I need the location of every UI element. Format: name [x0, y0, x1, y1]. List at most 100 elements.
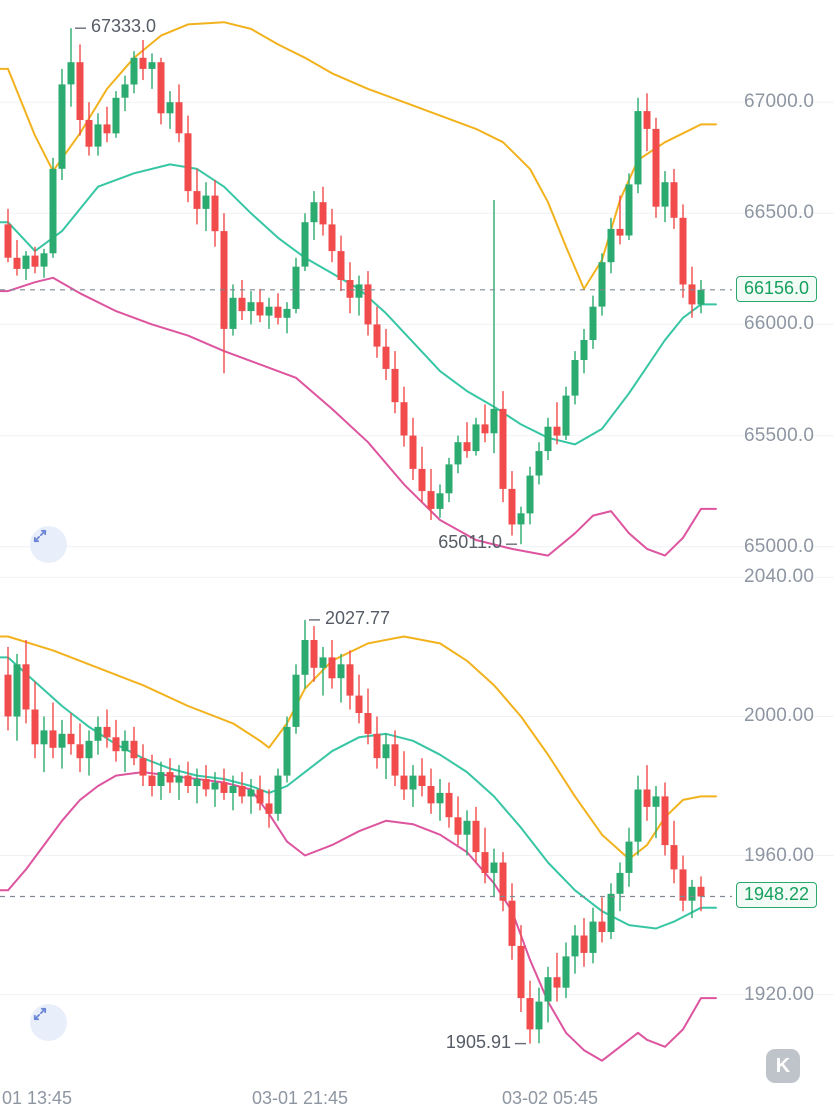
candle-body: [580, 340, 588, 360]
candle-body: [688, 284, 696, 305]
time-axis-label: 03-02 05:45: [501, 1088, 599, 1108]
y-axis-label: 2040.00: [744, 566, 815, 588]
candle-body: [49, 730, 57, 748]
candle-body: [139, 758, 147, 776]
candle-body: [589, 921, 597, 953]
candle-body: [517, 513, 525, 525]
candle-body: [76, 62, 84, 120]
candle-body: [625, 184, 633, 236]
candle-body: [688, 886, 696, 901]
candle-body: [94, 124, 102, 147]
candle-body: [4, 674, 12, 717]
candle-body: [301, 222, 309, 267]
candle-body: [670, 182, 678, 218]
candle-body: [436, 493, 444, 509]
candle-body: [373, 324, 381, 347]
candle-body: [517, 945, 525, 999]
candle-body: [292, 674, 300, 727]
candle-body: [598, 921, 606, 932]
candle-body: [643, 789, 651, 807]
candle-body: [31, 255, 39, 267]
candle-body: [4, 224, 12, 258]
candle-body: [274, 775, 282, 814]
candle-body: [490, 862, 498, 873]
candle-body: [31, 709, 39, 745]
candle-body: [265, 803, 273, 814]
candle-body: [607, 228, 615, 263]
candle-body: [58, 84, 66, 169]
candle-body: [616, 228, 624, 236]
candle-body: [337, 664, 345, 679]
candle-body: [508, 900, 516, 946]
candle-body: [130, 57, 138, 85]
candle-body: [562, 395, 570, 436]
candle-body: [202, 195, 210, 209]
candle-body: [382, 744, 390, 759]
candle-body: [535, 451, 543, 476]
candle-body: [409, 775, 417, 790]
candle-body: [220, 782, 228, 793]
candle-body: [283, 308, 291, 318]
time-axis-label: 03-01 21:45: [251, 1088, 349, 1108]
candle-body: [499, 408, 507, 489]
candle-body: [283, 726, 291, 776]
candle-body: [193, 191, 201, 209]
expand-chart-button[interactable]: [30, 1004, 67, 1041]
candle-body: [76, 744, 84, 759]
candle-body: [121, 740, 129, 752]
candle-body: [175, 102, 183, 134]
candle-body: [13, 257, 21, 269]
low-price-label: 65011.0: [438, 532, 502, 553]
candle-body: [319, 202, 327, 225]
y-axis-label: 2000.00: [744, 705, 815, 727]
candle-body: [418, 468, 426, 492]
candle-body: [499, 862, 507, 901]
candle-body: [229, 786, 237, 793]
candle-body: [508, 488, 516, 525]
time-axis-label: 01 13:45: [1, 1088, 73, 1108]
candle-body: [238, 786, 246, 797]
candle-body: [463, 820, 471, 835]
candle-body: [652, 128, 660, 207]
candle-body: [112, 97, 120, 134]
expand-chart-button[interactable]: [30, 526, 67, 563]
current-price-badge: 1948.22: [736, 882, 818, 909]
candle-body: [382, 346, 390, 369]
candle-body: [427, 786, 435, 804]
candle-body: [256, 789, 264, 804]
candle-body: [400, 775, 408, 790]
candle-body: [526, 475, 534, 514]
candle-body: [139, 57, 147, 69]
current-price-badge: 66156.0: [736, 275, 818, 302]
candle-body: [310, 640, 318, 668]
y-axis-label: 1960.00: [744, 844, 815, 866]
lower-chart-canvas[interactable]: [0, 560, 834, 1085]
candle-body: [481, 424, 489, 434]
candle-body: [337, 251, 345, 280]
candle-body: [355, 284, 363, 298]
candle-body: [184, 133, 192, 192]
candle-body: [373, 733, 381, 759]
candle-body: [391, 368, 399, 403]
candle-body: [571, 935, 579, 957]
candle-body: [571, 360, 579, 396]
candle-body: [202, 779, 210, 790]
candle-body: [49, 168, 57, 254]
candle-body: [355, 695, 363, 713]
candle-body: [481, 852, 489, 873]
candle-body: [310, 202, 318, 223]
candle-body: [634, 789, 642, 842]
candle-body: [436, 792, 444, 804]
candle-body: [238, 297, 246, 312]
low-price-label: 1905.91: [445, 1031, 511, 1052]
candle-body: [103, 726, 111, 738]
candle-body: [148, 775, 156, 786]
lower-chart-panel: 2027.77 1905.91 1948.22 K 2040.00 2000.00…: [0, 560, 834, 1085]
watermark-k-logo: K: [766, 1049, 800, 1083]
candle-body: [130, 740, 138, 759]
candle-body: [553, 977, 561, 988]
candle-body: [562, 956, 570, 988]
upper-chart-canvas[interactable]: [0, 0, 834, 560]
candle-body: [148, 62, 156, 69]
candle-body: [166, 772, 174, 783]
